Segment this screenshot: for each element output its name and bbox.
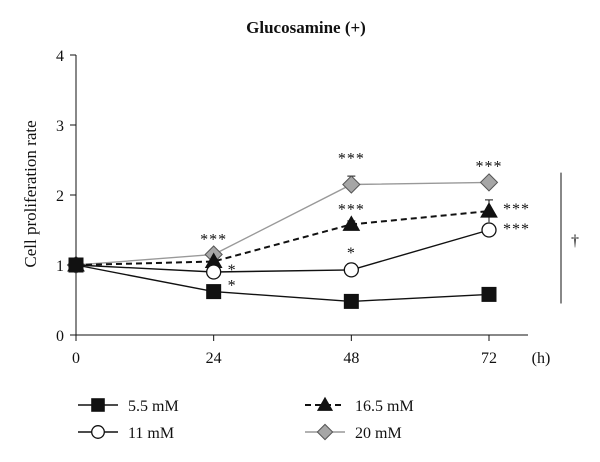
legend-item: 11 mM [78,425,174,442]
data-point [479,173,499,192]
data-point [206,264,222,280]
data-point [481,222,497,238]
significance-label: *** [503,201,530,218]
y-axis-label: Cell proliferation rate [21,120,40,267]
y-tick-label: 0 [56,328,64,345]
legend-marker [91,398,105,412]
y-tick-label: 3 [56,118,64,135]
legend-item: 5.5 mM [78,398,179,415]
significance-layer: ********* ********* ***† [200,151,580,304]
significance-label: * [228,278,237,295]
significance-label: * [228,262,237,279]
significance-label: *** [338,151,365,168]
x-axis-unit-label: (h) [532,350,551,367]
significance-label: *** [476,158,503,175]
chart-title: Glucosamine (+) [246,18,366,37]
bracket-label: † [571,233,580,250]
series-5-5-mm [68,257,497,309]
legend-label: 11 mM [128,425,174,442]
x-tick-label: 72 [481,350,497,367]
series-20-mm [66,173,499,275]
legend-item: 20 mM [305,423,402,442]
y-tick-label: 4 [56,48,64,65]
series-line [75,264,490,303]
significance-label: *** [200,232,227,249]
legend-label: 5.5 mM [128,398,179,415]
legend-marker [316,423,334,441]
legend-marker [91,425,105,439]
series-line [75,229,490,273]
series-line [75,181,490,266]
data-point [342,175,361,194]
x-tick-label: 0 [72,350,80,367]
legend: 5.5 mM 16.5 mM 11 mM 20 mM [78,396,414,442]
legend-label: 20 mM [355,425,402,442]
data-point [343,262,359,278]
data-point [343,293,359,309]
legend-label: 16.5 mM [355,398,414,415]
data-point [480,202,498,218]
y-tick-label: 2 [56,188,64,205]
legend-item: 16.5 mM [305,396,414,415]
x-tick-label: 24 [206,350,222,367]
significance-label: *** [503,221,530,238]
series-11-mm [68,222,497,280]
data-point [481,286,497,302]
significance-label: *** [338,201,365,218]
data-point [342,215,361,231]
legend-marker [316,396,334,411]
axes: 0 1 2 3 4 0 24 48 72 [56,48,528,367]
series-layer [66,173,499,309]
data-point [68,257,84,273]
x-tick-label: 48 [343,350,359,367]
y-tick-label: 1 [56,258,64,275]
data-point [206,284,222,300]
significance-label: * [347,245,356,262]
